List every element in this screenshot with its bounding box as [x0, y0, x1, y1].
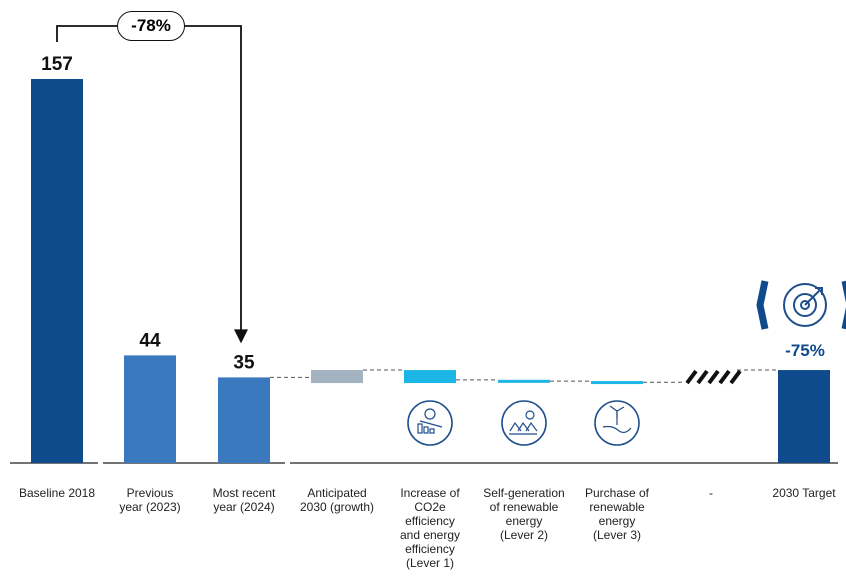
- connector-lines: [270, 369, 778, 383]
- hatch-stroke: [696, 369, 709, 385]
- efficiency-chart-icon: [407, 400, 453, 446]
- bar-step-4: [404, 370, 456, 384]
- target-percentage-label: -75%: [785, 341, 825, 360]
- target-icon: [756, 280, 846, 330]
- icon-ring: [594, 400, 640, 446]
- icon-bar: [417, 423, 423, 434]
- bar-value-label-1: 44: [139, 330, 161, 351]
- wind-turbine-hand-icon: [594, 400, 640, 446]
- icon-ring: [407, 400, 453, 446]
- category-label: Self-generation of renewable energy (Lev…: [483, 486, 565, 542]
- bracket-left: [756, 280, 769, 330]
- icon-trend: [419, 420, 443, 428]
- target-ring-inner: [800, 300, 810, 310]
- bar-2: [218, 377, 270, 463]
- hatch-stroke: [685, 369, 698, 385]
- icon-bar: [423, 426, 429, 434]
- change-arrow-path: [56, 25, 242, 333]
- category-label: 2030 Target: [772, 486, 836, 500]
- change-percentage-label: -78%: [117, 11, 185, 41]
- icon-bar: [429, 428, 435, 434]
- target-ring-mid: [793, 293, 817, 317]
- category-label: -: [709, 486, 713, 500]
- icon-gauge: [424, 408, 436, 420]
- category-label: Baseline 2018: [18, 486, 96, 500]
- icon-hand: [602, 425, 632, 434]
- bar-value-label-0: 157: [41, 54, 73, 75]
- icon-panel: [525, 421, 538, 432]
- hatch-stroke: [718, 369, 731, 385]
- bars: 157 44 35: [31, 54, 830, 463]
- icon-blades: [609, 405, 625, 418]
- solar-panel-icon: [501, 400, 547, 446]
- bar-value-label-2: 35: [233, 352, 255, 373]
- hatch-stroke: [707, 369, 720, 385]
- bar-1: [124, 355, 176, 463]
- category-label: Purchase of renewable energy (Lever 3): [584, 486, 650, 542]
- change-arrow: [56, 25, 248, 344]
- target-ring-outer: [783, 283, 827, 327]
- category-label: Increase of CO2e efficiency and energy e…: [399, 486, 461, 570]
- category-label: Most recent year (2024): [212, 486, 276, 514]
- icon-ring: [501, 400, 547, 446]
- target-arrow: [804, 287, 823, 306]
- category-label: Anticipated 2030 (growth): [299, 486, 375, 514]
- bar-0: [31, 79, 83, 463]
- bar-step-6: [591, 381, 643, 385]
- bar-hatched-placeholder: [685, 369, 742, 385]
- icon-sun: [525, 410, 535, 420]
- bar-target: [778, 370, 830, 463]
- hatch-stroke: [729, 369, 742, 385]
- lever-icons: [407, 280, 846, 446]
- bar-step-3: [311, 370, 363, 384]
- bar-step-5: [498, 379, 550, 383]
- arrow-head: [234, 329, 248, 344]
- category-label: Previous year (2023): [119, 486, 181, 514]
